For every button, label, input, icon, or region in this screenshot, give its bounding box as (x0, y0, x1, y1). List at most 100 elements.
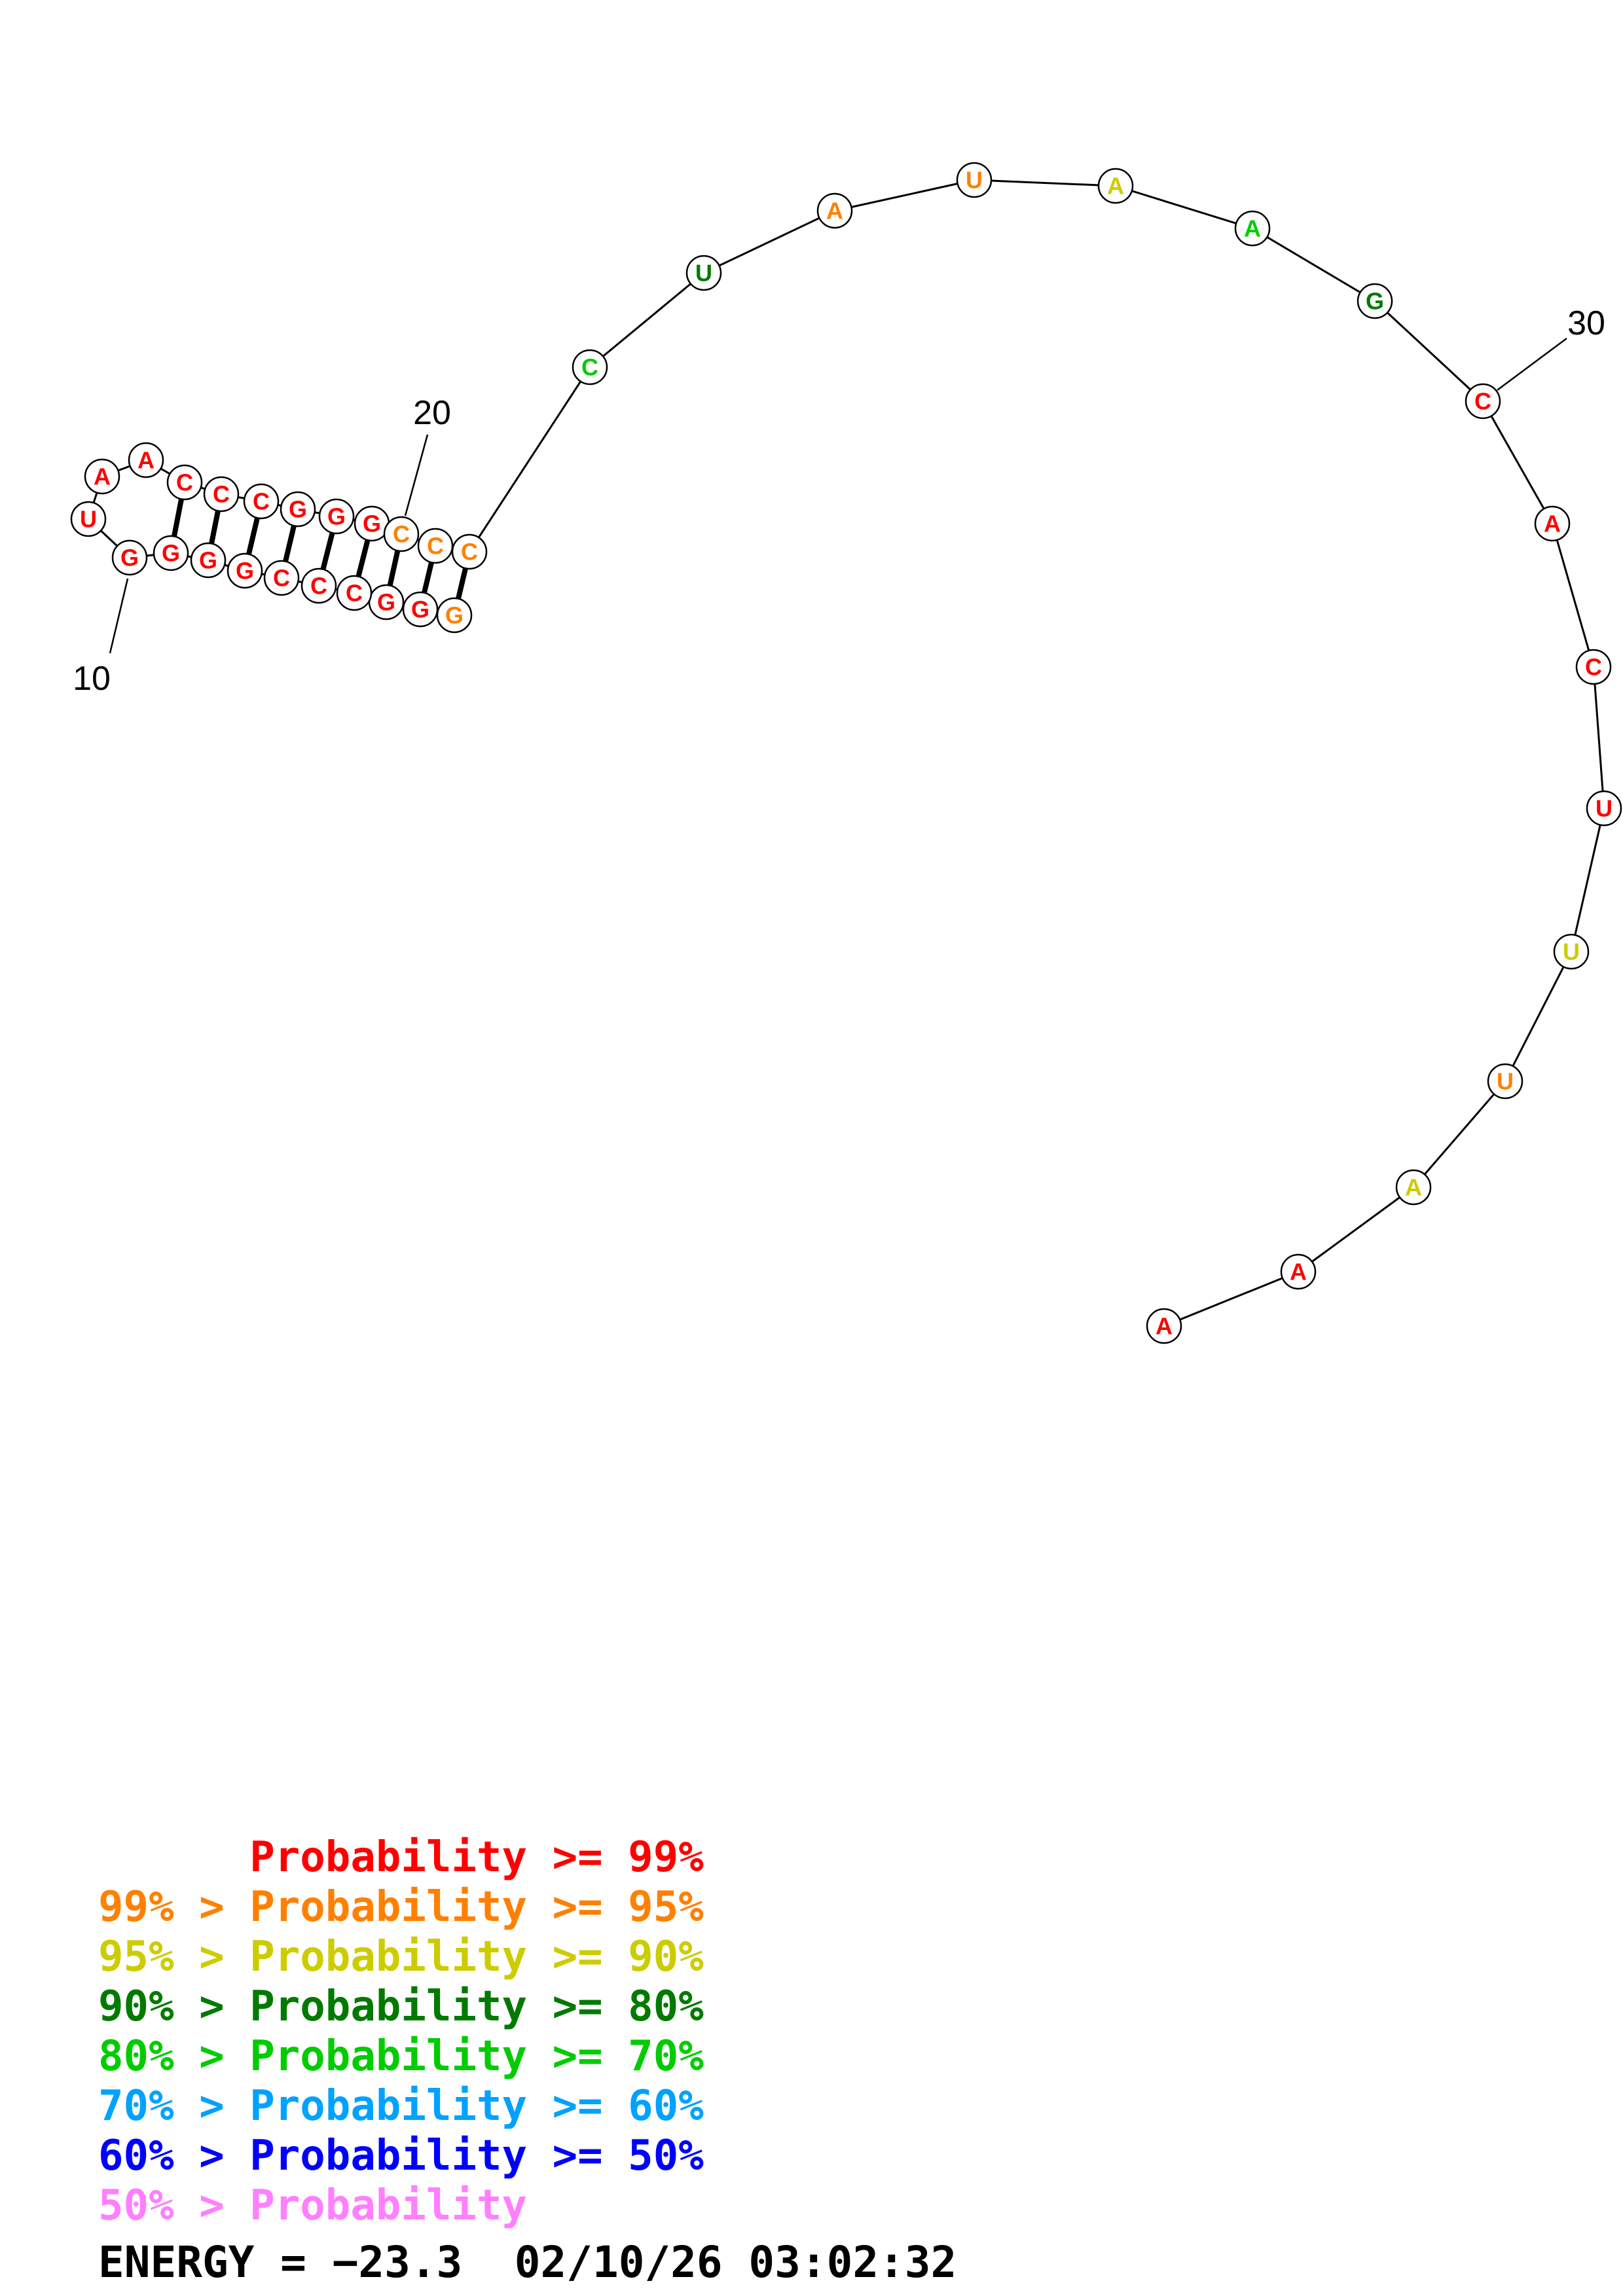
nucleotide-base: U (695, 260, 712, 287)
nucleotide-circle (166, 464, 203, 501)
backbone-segment (1482, 401, 1554, 524)
nucleotide-circle (84, 458, 120, 495)
nucleotide-base: A (1156, 1313, 1173, 1340)
nucleotide-base: C (1474, 388, 1491, 415)
nucleotide-circle (685, 255, 722, 291)
nucleotide-circle (280, 491, 316, 528)
nucleotide-circle (1146, 1308, 1182, 1344)
nucleotide-base: C (310, 573, 327, 600)
nucleotide-base: G (1366, 288, 1384, 315)
nucleotide-circle (417, 528, 454, 564)
nucleotide-circle (1395, 1169, 1432, 1206)
nucleotide-circle (1586, 790, 1622, 827)
nucleotide-circle (190, 542, 227, 579)
nucleotide-circle (1534, 505, 1571, 542)
nucleotide-circle (70, 501, 107, 537)
nucleotide-base: C (581, 354, 598, 381)
nucleotide-base: U (1596, 795, 1613, 822)
nucleotide-circle (318, 498, 355, 535)
position-label: 30 (1567, 304, 1605, 342)
position-label: 10 (73, 660, 111, 698)
nucleotide-circle (451, 533, 488, 570)
nucleotide-circle (203, 476, 240, 512)
energy-readout: ENERGY = −23.3 02/10/26 03:02:32 (98, 2237, 957, 2287)
nucleotide-circle (1097, 168, 1134, 204)
nucleotide-base: A (1107, 173, 1124, 200)
nucleotide-base: G (199, 547, 217, 574)
backbone-segment (1374, 300, 1484, 403)
legend-item: 90% > Probability >= 80% (98, 1982, 704, 2031)
nucleotide-circle (383, 516, 420, 552)
backbone-segment (974, 179, 1116, 187)
nucleotide-base: A (1244, 215, 1261, 242)
backbone-segment (1504, 951, 1573, 1082)
nucleotide-circle (816, 192, 853, 229)
nucleotide-circle (153, 535, 189, 571)
nucleotide-base: A (1290, 1259, 1307, 1285)
nucleotide-base: G (236, 558, 254, 584)
nucleotide-circle (1487, 1063, 1523, 1100)
nucleotide-circle (402, 591, 439, 628)
nucleotide-circle (1357, 283, 1393, 319)
nucleotide-circle (1553, 933, 1590, 970)
backbone-segment (703, 209, 835, 274)
nucleotide-base: G (289, 496, 307, 523)
nucleotide-base: U (1563, 939, 1580, 965)
backbone-segment (589, 272, 704, 368)
nucleotide-base: C (427, 533, 444, 560)
nucleotide-circle (336, 575, 373, 611)
nucleotide-base: C (213, 481, 230, 508)
nucleotide-circle (1234, 210, 1271, 247)
legend-item: 50% > Probability (98, 2181, 528, 2230)
backbone-segment (1570, 808, 1605, 952)
nucleotide-base: G (445, 602, 464, 629)
nucleotide-circle (1280, 1253, 1317, 1290)
backbone-segment (1252, 227, 1376, 302)
position-leader-line (1497, 337, 1567, 391)
nucleotide-base: G (120, 545, 139, 571)
nucleotide-base: C (346, 580, 363, 607)
legend-item: Probability >= 99% (98, 1833, 704, 1882)
nucleotide-base: G (363, 511, 381, 537)
backbone-segment (468, 367, 591, 552)
nucleotide-circle (956, 162, 993, 198)
position-leader-line (404, 434, 429, 516)
nucleotide-base: U (80, 506, 97, 533)
nucleotide-circle (243, 483, 280, 520)
backbone-segment (1115, 185, 1253, 230)
nucleotide-circle (111, 539, 148, 576)
backbone-segment (1551, 523, 1595, 668)
nucleotide-base: A (137, 447, 155, 474)
nucleotide-circle (572, 349, 608, 386)
nucleotide-base: C (1585, 654, 1602, 681)
backbone-segment (1163, 1270, 1299, 1327)
nucleotide-base: U (1497, 1068, 1514, 1095)
legend-item: 95% > Probability >= 90% (98, 1933, 704, 1981)
backbone-segment (1592, 666, 1605, 809)
nucleotide-circle (436, 597, 473, 634)
legend-item: 99% > Probability >= 95% (98, 1883, 704, 1931)
nucleotide-base: A (94, 463, 111, 490)
position-leader-line (109, 578, 129, 654)
nucleotide-base: A (1544, 511, 1561, 537)
backbone-segment (834, 179, 975, 212)
nucleotide-base: A (826, 198, 843, 224)
backbone-segment (1412, 1081, 1506, 1188)
nucleotide-base: C (176, 469, 193, 496)
legend-item: 80% > Probability >= 70% (98, 2032, 704, 2081)
backbone-segment (1298, 1186, 1414, 1273)
nucleotide-base: G (327, 503, 346, 530)
nucleotide-circle (1465, 383, 1501, 420)
nucleotide-base: C (461, 539, 478, 565)
position-label: 20 (413, 394, 451, 432)
nucleotide-base: C (253, 488, 270, 515)
nucleotide-base: G (411, 596, 429, 623)
nucleotide-base: A (1405, 1174, 1422, 1201)
nucleotide-circle (301, 567, 337, 604)
nucleotide-base: G (162, 540, 180, 567)
nucleotide-circle (263, 560, 300, 596)
nucleotide-base: C (273, 565, 290, 592)
legend-item: 60% > Probability >= 50% (98, 2132, 704, 2180)
